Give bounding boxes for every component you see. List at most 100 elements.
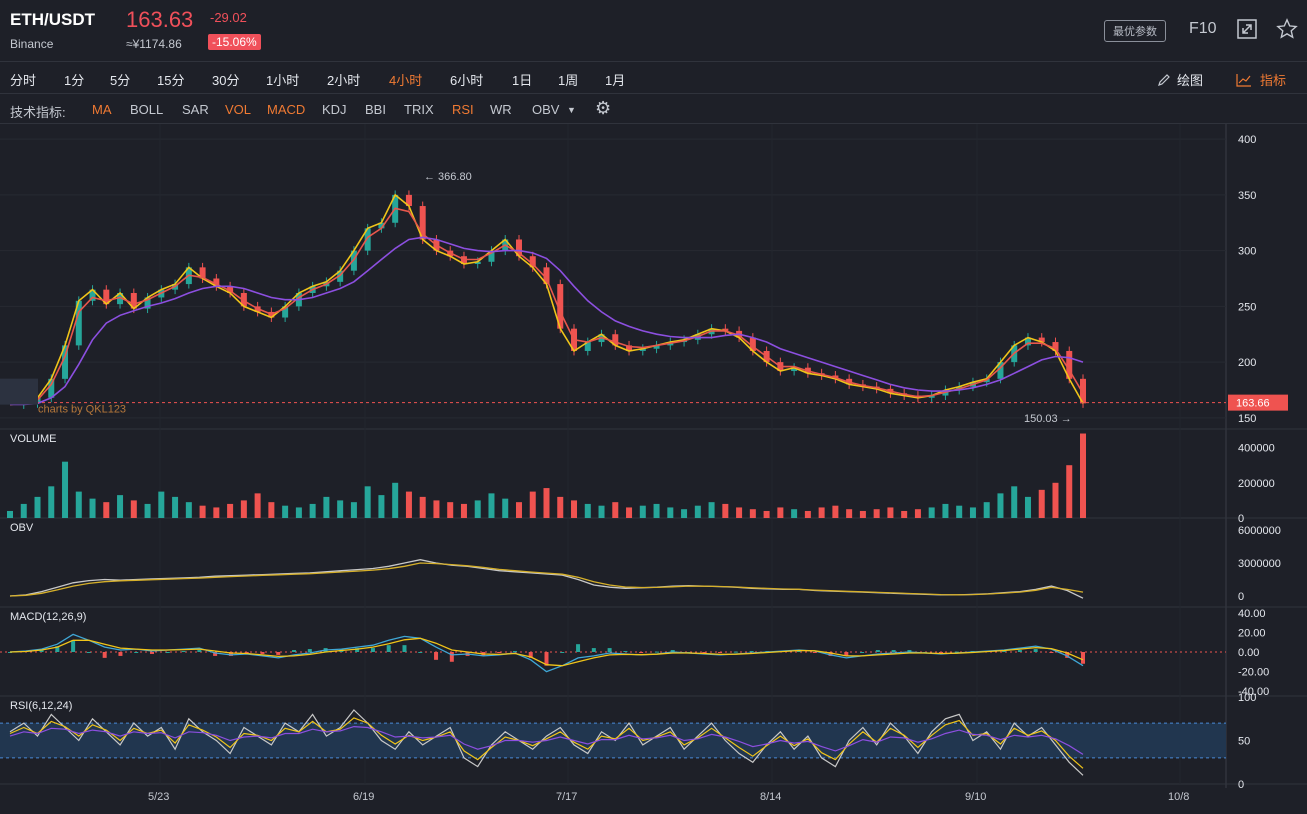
volume-bar (887, 507, 894, 518)
volume-bar (612, 502, 619, 518)
indicator-macd[interactable]: MACD (267, 102, 306, 117)
volume-bar (378, 495, 385, 518)
volume-bar (956, 505, 963, 518)
candle-body (653, 345, 660, 349)
macd-y-tick: 40.00 (1238, 608, 1266, 620)
indicator-obv[interactable]: OBV (532, 102, 560, 117)
volume-bar (598, 505, 605, 518)
timeframe-9[interactable]: 1日 (512, 73, 533, 88)
candle-body (639, 348, 646, 351)
candle-body (130, 292, 137, 309)
last-price-tag (1228, 394, 1288, 411)
indicator-bar: 技术指标: MA BOLL SAR VOL MACD KDJ BBI TRIX RSI WR OBV… (0, 94, 1307, 124)
volume-bar (364, 486, 371, 518)
indicators-button[interactable]: 指标 (1236, 70, 1286, 89)
volume-bar (460, 503, 467, 518)
indicator-trix[interactable]: TRIX (404, 102, 434, 117)
volume-bar (846, 509, 853, 518)
macd-hist-bar (370, 648, 375, 652)
watermark-logo (0, 378, 38, 405)
indicator-ma[interactable]: MA (92, 102, 112, 117)
candle-body (543, 267, 550, 285)
line-chart-icon (1236, 74, 1251, 87)
candle-body (1024, 337, 1031, 346)
kline-chart[interactable]: 400 350 300 250 200 150 ← 366.80 150.03 → 163.66… (0, 124, 1307, 814)
indicator-bbi[interactable]: BBI (365, 102, 386, 117)
timeframe-6[interactable]: 2小时 (327, 73, 361, 88)
timeframe-0[interactable]: 分时 (10, 73, 37, 88)
volume-bar (130, 500, 137, 518)
macd-hist-bar (623, 651, 628, 653)
macd-hist-bar (418, 652, 423, 653)
price-y-tick: 300 (1238, 246, 1256, 258)
macd-hist-bar (544, 652, 549, 666)
volume-bar (928, 507, 935, 518)
x-axis-label: 5/23 (148, 791, 169, 803)
volume-bar (20, 503, 27, 518)
macd-hist-bar (292, 650, 297, 652)
indicator-kdj[interactable]: KDJ (322, 102, 347, 117)
indicator-boll[interactable]: BOLL (130, 102, 164, 117)
volume-bar (763, 510, 770, 518)
volume-bar (282, 505, 289, 518)
volume-bar (667, 507, 674, 518)
macd-hist-bar (1065, 652, 1070, 658)
macd-hist-bar (71, 640, 76, 652)
volume-bar (942, 503, 949, 518)
fullscreen-icon[interactable] (1237, 19, 1257, 39)
volume-bar (34, 496, 41, 518)
volume-bar (7, 510, 13, 518)
macd-hist-bar (55, 646, 60, 652)
macd-hist-bar (828, 652, 833, 656)
indicator-rsi[interactable]: RSI (452, 102, 474, 117)
optimal-params-button[interactable]: 最优参数 (1104, 20, 1166, 42)
candle-body (282, 306, 289, 318)
macd-hist-bar (150, 652, 155, 654)
volume-bar (62, 461, 69, 518)
timeframe-2[interactable]: 5分 (110, 73, 131, 88)
draw-tool-button[interactable]: 绘图 (1157, 70, 1203, 89)
timeframe-11[interactable]: 1月 (605, 73, 626, 88)
volume-bar (103, 502, 110, 518)
indicator-sar[interactable]: SAR (182, 102, 209, 117)
timeframe-7[interactable]: 4小时 (389, 73, 423, 88)
volume-bar (419, 496, 426, 518)
macd-hist-bar (891, 650, 896, 652)
gear-icon[interactable]: ⚙ (595, 98, 612, 118)
timeframe-3[interactable]: 15分 (157, 73, 185, 88)
macd-hist-bar (844, 652, 849, 656)
f10-button[interactable]: F10 (1189, 20, 1217, 37)
indicator-vol[interactable]: VOL (225, 102, 252, 117)
candle-body (75, 300, 82, 346)
macd-hist-bar (8, 652, 12, 653)
macd-y-tick: -20.00 (1238, 667, 1269, 679)
macd-hist-bar (497, 652, 502, 653)
obv-y-tick: 3000000 (1238, 558, 1281, 570)
volume-bar (914, 509, 921, 518)
macd-hist-bar (86, 652, 91, 653)
obv-dropdown-caret-icon[interactable]: ▼ (567, 105, 576, 115)
timeframe-10[interactable]: 1周 (558, 73, 579, 88)
timeframe-1[interactable]: 1分 (64, 73, 85, 88)
indicator-wr[interactable]: WR (490, 102, 512, 117)
price-y-tick: 350 (1238, 190, 1256, 202)
pair-symbol[interactable]: ETH/USDT (10, 10, 95, 29)
macd-hist-bar (954, 651, 959, 653)
candle-body (378, 222, 385, 229)
timeframe-5[interactable]: 1小时 (266, 73, 300, 88)
rsi-y-tick: 50 (1238, 736, 1250, 748)
volume-bar (240, 500, 247, 518)
macd-hist-bar (702, 652, 707, 653)
volume-bar (350, 502, 357, 518)
x-axis-label: 7/17 (556, 791, 577, 803)
volume-title: VOLUME (10, 433, 56, 445)
obv-title: OBV (10, 522, 34, 534)
macd-hist-bar (654, 651, 659, 653)
favorite-star-icon[interactable] (1276, 18, 1298, 40)
timeframe-4[interactable]: 30分 (212, 73, 240, 88)
macd-hist-bar (875, 650, 880, 652)
volume-bar (543, 488, 550, 518)
volume-bar (529, 491, 536, 518)
volume-bar (804, 510, 811, 518)
timeframe-8[interactable]: 6小时 (450, 73, 484, 88)
